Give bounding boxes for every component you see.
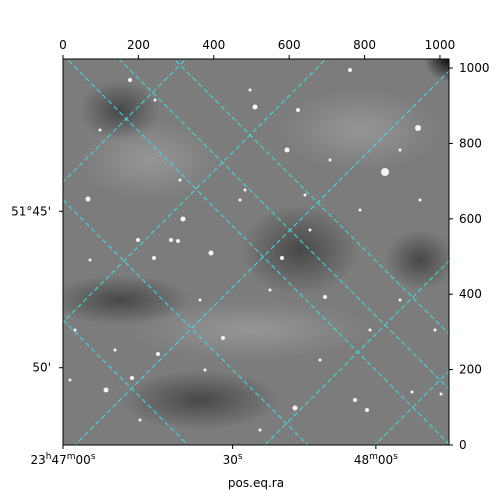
star	[176, 239, 180, 243]
stars-layer	[68, 68, 443, 432]
star	[365, 408, 369, 412]
plot-frame	[62, 58, 450, 446]
star	[73, 328, 77, 332]
dark-patch	[120, 370, 280, 430]
grid-line	[63, 59, 187, 183]
star	[98, 128, 102, 132]
star	[103, 387, 109, 393]
left-tick-label: 50'	[32, 361, 51, 375]
top-tick-label: 400	[202, 38, 225, 52]
star	[358, 208, 362, 212]
star	[381, 168, 389, 176]
star	[243, 188, 247, 192]
star	[433, 328, 437, 332]
dark-corner	[349, 59, 449, 149]
star	[238, 198, 242, 202]
grid-line	[264, 260, 449, 445]
right-tick-label: 0	[459, 438, 467, 452]
star	[258, 428, 262, 432]
right-tick-label: 400	[459, 287, 482, 301]
nebulosity-patch	[80, 120, 220, 200]
star	[203, 368, 207, 372]
grid-line	[63, 59, 327, 323]
star	[130, 376, 134, 380]
star	[152, 256, 156, 260]
star	[368, 328, 372, 332]
top-tick-label: 800	[353, 38, 376, 52]
star	[221, 336, 225, 340]
grid-line	[66, 59, 449, 445]
star	[323, 295, 327, 299]
bottom-axis: 23h47m00s 30s 48m00s	[30, 445, 398, 467]
top-tick-label: 600	[278, 38, 301, 52]
top-tick-label: 0	[59, 38, 67, 52]
nebulosity-patch	[130, 300, 370, 360]
star	[156, 352, 160, 356]
star	[248, 88, 252, 92]
right-tick-label: 1000	[459, 61, 490, 75]
bottom-tick-label: 23h47m00s	[30, 452, 95, 467]
star	[169, 238, 173, 242]
right-axis: 0 200 400 600 800 1000	[449, 61, 490, 452]
star	[292, 405, 298, 411]
star	[268, 288, 272, 292]
star	[180, 216, 186, 222]
bottom-tick-label: 30s	[223, 452, 243, 467]
star	[153, 98, 157, 102]
star	[198, 298, 202, 302]
star	[303, 193, 307, 197]
left-axis: 51°45' 50'	[11, 204, 63, 375]
star	[439, 392, 443, 396]
left-tick-label: 51°45'	[11, 204, 51, 218]
dark-patch	[240, 205, 360, 295]
grid-line	[74, 70, 449, 445]
star	[418, 198, 422, 202]
star	[178, 178, 182, 182]
dark-patch	[63, 275, 190, 325]
star	[308, 228, 312, 232]
star	[252, 104, 258, 110]
star	[113, 348, 117, 352]
dark-patch	[80, 80, 160, 140]
sky-image	[63, 59, 449, 445]
grid-line	[173, 59, 449, 335]
star	[280, 256, 284, 260]
dark-patch	[385, 230, 449, 290]
grid-line	[63, 199, 309, 445]
star	[128, 78, 132, 82]
star	[415, 125, 421, 131]
star	[348, 68, 352, 72]
star	[85, 196, 91, 202]
top-axis: 0 200 400 600 800 1000	[59, 38, 455, 59]
grid-line	[118, 59, 449, 390]
star	[284, 147, 290, 153]
star	[410, 390, 414, 394]
star	[138, 418, 142, 422]
star	[398, 148, 402, 152]
star	[136, 238, 140, 242]
right-tick-label: 800	[459, 136, 482, 150]
star	[68, 378, 72, 382]
top-tick-label: 1000	[425, 38, 456, 52]
right-tick-label: 200	[459, 363, 482, 377]
star	[318, 358, 322, 362]
right-tick-label: 600	[459, 212, 482, 226]
star	[296, 108, 300, 112]
coordinate-grid	[63, 59, 449, 445]
top-tick-label: 200	[127, 38, 150, 52]
bottom-tick-label: 48m00s	[354, 452, 398, 467]
star	[398, 298, 402, 302]
star	[88, 258, 92, 262]
star	[353, 398, 357, 402]
x-axis-title: pos.eq.ra	[228, 476, 284, 490]
star	[328, 158, 332, 162]
star	[208, 250, 214, 256]
